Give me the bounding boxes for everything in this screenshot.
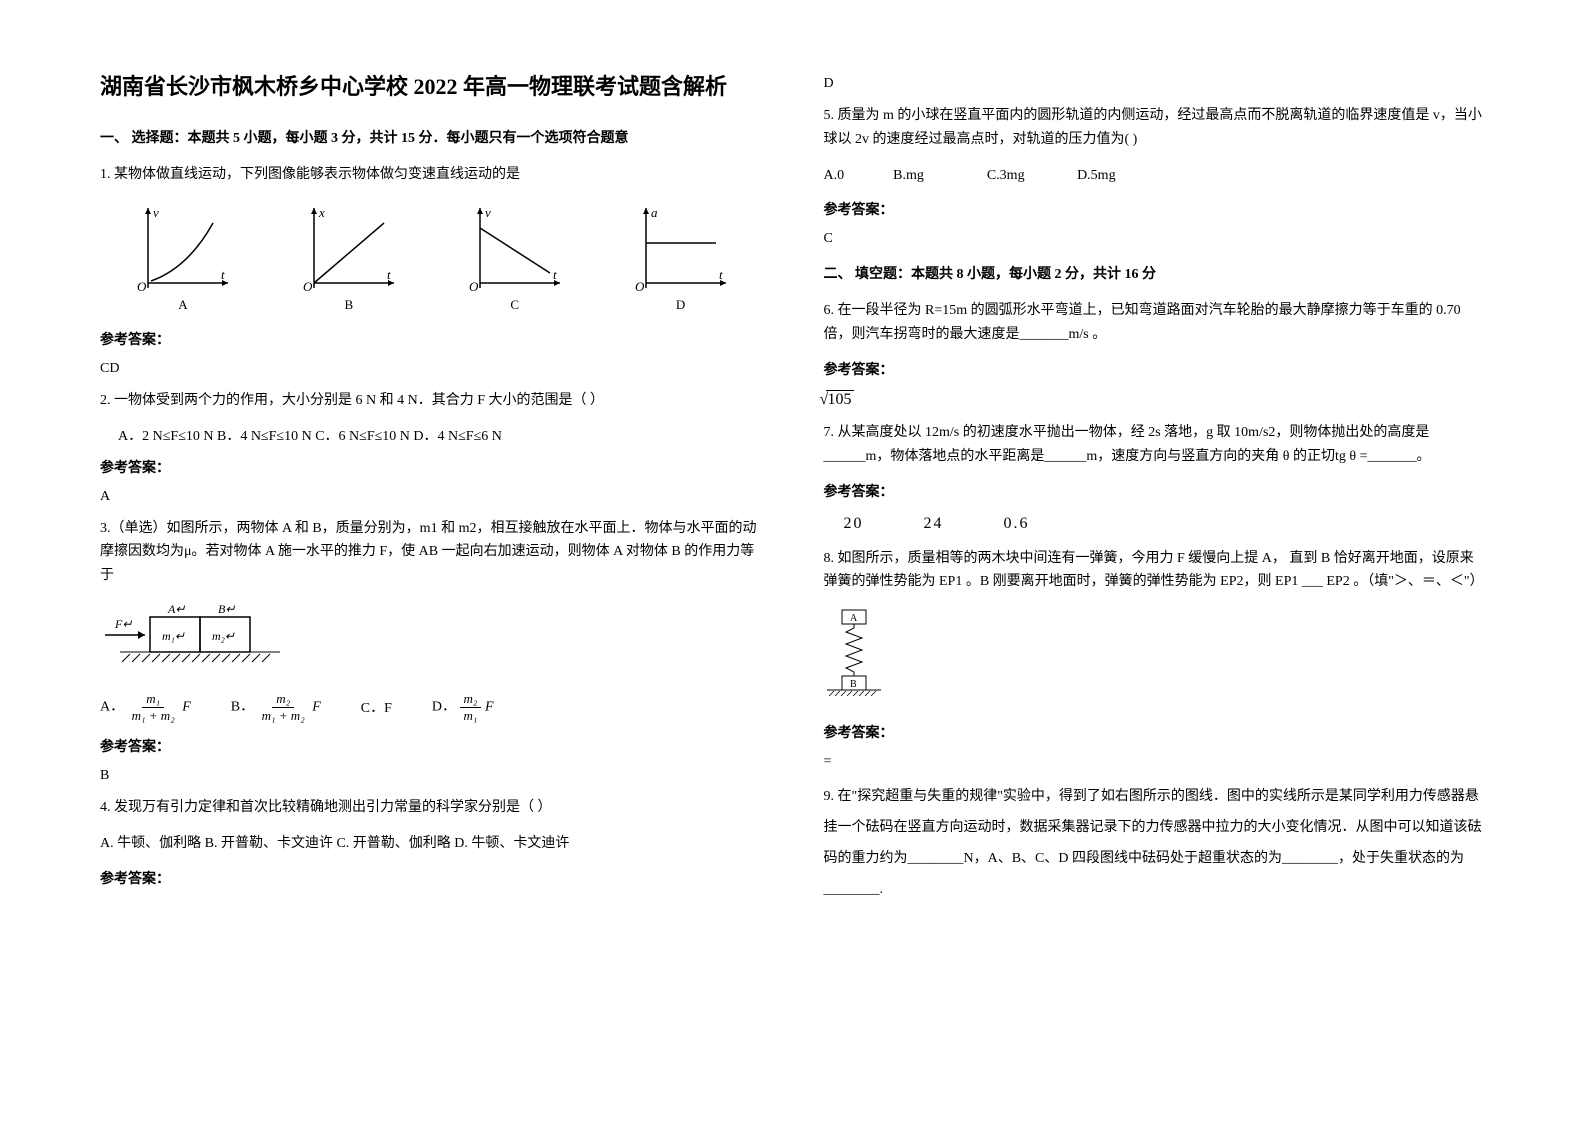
q2-answer: A [100, 489, 764, 505]
graph-d: a t O D [631, 203, 731, 313]
q2-options: A．2 N≤F≤10 N B．4 N≤F≤10 N C．6 N≤F≤10 N D… [118, 425, 764, 445]
q2-text: 2. 一物体受到两个力的作用，大小分别是 6 N 和 4 N．其合力 F 大小的… [100, 389, 764, 413]
graph-a-label: A [178, 297, 187, 313]
q8-diagram: A B [824, 608, 1488, 708]
svg-text:t: t [553, 267, 557, 282]
q5-answer: C [824, 231, 1488, 247]
q5-text: 5. 质量为 m 的小球在竖直平面内的圆形轨道的内侧运动，经过最高点而不脱离轨道… [824, 104, 1488, 152]
graph-c-svg: v t O [465, 203, 565, 293]
graph-b: x t O B [299, 203, 399, 313]
m2-label: m₂↵ [212, 629, 235, 643]
q5-options: A.0 B.mg C.3mg D.5mg [824, 164, 1488, 188]
left-column: 湖南省长沙市枫木桥乡中心学校 2022 年高一物理联考试题含解析 一、 选择题：… [100, 70, 764, 1052]
q3-options: A． m₁m₁ + m₂ F B． m₂m₁ + m₂ F C．F D． m₂m… [100, 691, 764, 724]
q9-text: 9. 在"探究超重与失重的规律"实验中，得到了如右图所示的图线．图中的实线所示是… [824, 782, 1488, 905]
svg-text:O: O [469, 279, 479, 293]
q3-opt-a: A． m₁m₁ + m₂ F [100, 691, 191, 724]
svg-text:O: O [303, 279, 313, 293]
graph-d-ylabel: a [651, 205, 658, 220]
graph-a-svg: v t O [133, 203, 233, 293]
q5-answer-label: 参考答案： [824, 199, 1488, 219]
q1-answer: CD [100, 361, 764, 377]
graph-a-xlabel: t [221, 267, 225, 282]
spring-box-a: A [850, 613, 858, 624]
block-b-label: B↵ [218, 602, 235, 616]
svg-text:t: t [719, 267, 723, 282]
graph-b-label: B [344, 297, 353, 313]
q3-answer: B [100, 768, 764, 784]
svg-text:O: O [635, 279, 645, 293]
q1-graphs: v t O A x t O B [100, 203, 764, 313]
graph-b-svg: x t O [299, 203, 399, 293]
q6-answer: 105 √ [824, 391, 1488, 409]
graph-a-ylabel: v [153, 205, 159, 220]
m1-label: m₁↵ [162, 629, 185, 643]
q2-answer-label: 参考答案： [100, 457, 764, 477]
q3-opt-d: D． m₂m₁ F [432, 691, 494, 724]
block-a-label: A↵ [167, 602, 185, 616]
q3-opt-c: C．F [361, 697, 392, 717]
section2-header: 二、 填空题：本题共 8 小题，每小题 2 分，共计 16 分 [824, 263, 1488, 283]
spring-box-b: B [850, 679, 857, 690]
q7-answer: 20 24 0.6 [844, 515, 1488, 533]
q6-text: 6. 在一段半径为 R=15m 的圆弧形水平弯道上，已知弯道路面对汽车轮胎的最大… [824, 299, 1488, 347]
graph-a: v t O A [133, 203, 233, 313]
q8-answer: = [824, 754, 1488, 770]
q3-opt-b: B． m₂m₁ + m₂ F [231, 691, 321, 724]
q4-answer: D [824, 76, 1488, 92]
graph-c: v t O C [465, 203, 565, 313]
graph-origin: O [137, 279, 147, 293]
q4-text: 4. 发现万有引力定律和首次比较精确地测出引力常量的科学家分别是（ ） [100, 796, 764, 820]
graph-d-svg: a t O [631, 203, 731, 293]
right-column: D 5. 质量为 m 的小球在竖直平面内的圆形轨道的内侧运动，经过最高点而不脱离… [824, 70, 1488, 1052]
graph-c-ylabel: v [485, 205, 491, 220]
f-label: F↵ [114, 617, 132, 631]
graph-c-label: C [510, 297, 519, 313]
q8-answer-label: 参考答案： [824, 722, 1488, 742]
q4-options: A. 牛顿、伽利略 B. 开普勒、卡文迪许 C. 开普勒、伽利略 D. 牛顿、卡… [100, 832, 764, 856]
doc-title: 湖南省长沙市枫木桥乡中心学校 2022 年高一物理联考试题含解析 [100, 70, 764, 103]
q1-answer-label: 参考答案： [100, 329, 764, 349]
graph-b-ylabel: x [318, 205, 325, 220]
q3-text: 3.（单选）如图所示，两物体 A 和 B，质量分别为，m1 和 m2，相互接触放… [100, 517, 764, 588]
q7-text: 7. 从某高度处以 12m/s 的初速度水平抛出一物体，经 2s 落地，g 取 … [824, 421, 1488, 469]
section1-header: 一、 选择题：本题共 5 小题，每小题 3 分，共计 15 分．每小题只有一个选… [100, 127, 764, 147]
q4-answer-label: 参考答案： [100, 868, 764, 888]
q6-answer-label: 参考答案： [824, 359, 1488, 379]
q7-answer-label: 参考答案： [824, 481, 1488, 501]
q3-answer-label: 参考答案： [100, 736, 764, 756]
q3-diagram: F↵ A↵ m₁↵ B↵ m₂↵ [100, 602, 764, 677]
graph-d-label: D [676, 297, 685, 313]
svg-text:t: t [387, 267, 391, 282]
q1-text: 1. 某物体做直线运动，下列图像能够表示物体做匀变速直线运动的是 [100, 163, 764, 187]
q8-text: 8. 如图所示，质量相等的两木块中间连有一弹簧，今用力 F 缓慢向上提 A， 直… [824, 547, 1488, 595]
